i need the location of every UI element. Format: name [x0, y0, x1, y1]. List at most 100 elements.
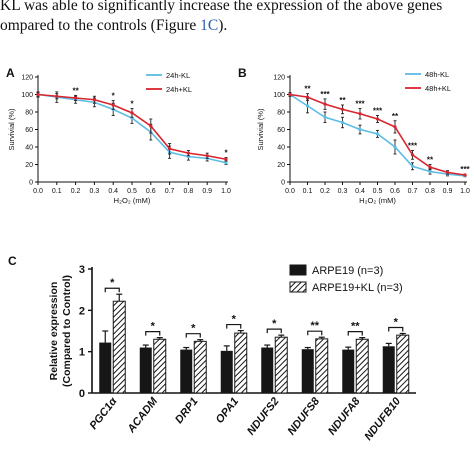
- significance-marker: **: [310, 320, 319, 332]
- significance-marker: **: [392, 112, 399, 121]
- bar-control: [261, 347, 274, 393]
- panel-a-letter: A: [6, 66, 15, 80]
- significance-bracket: [307, 330, 323, 336]
- data-point: [55, 94, 59, 98]
- data-point: [445, 170, 450, 174]
- panel-a-line-chart: A 0 20 40 60 80 100 120 0.0 0.1 0.2 0.3 0.4 0.5 0.6 0.7…: [6, 66, 231, 205]
- significance-marker: *: [191, 323, 196, 335]
- significance-marker: ***: [373, 107, 383, 116]
- y-tick-label: 20: [25, 162, 33, 169]
- x-tick-label: 0.7: [408, 188, 418, 195]
- x-tick-label: 0.5: [127, 188, 137, 195]
- body-text-line-1: KL was able to significantly increase th…: [0, 0, 443, 14]
- data-point: [111, 103, 115, 107]
- y-tick-label: 40: [277, 145, 285, 152]
- panel-b-y-axis-title: Survivial (%): [256, 108, 265, 151]
- body-text-excerpt: KL was able to significantly increase th…: [0, 0, 474, 36]
- data-point: [358, 127, 362, 132]
- bar-kl: [234, 332, 248, 394]
- category-label: NDUFS8: [286, 395, 323, 438]
- bar-kl: [193, 340, 207, 394]
- bar-control: [139, 347, 152, 393]
- significance-marker: **: [427, 156, 434, 165]
- y-tick-label: 80: [277, 110, 285, 117]
- panel-c-y-axis-title-line: (Compared to Control): [61, 275, 73, 387]
- panel-b-letter: B: [238, 66, 247, 80]
- panel-c-y-axis-title-line: Relative expression: [48, 282, 60, 381]
- legend-label: ARPE19 (n=3): [312, 265, 383, 277]
- panel-b-line-chart: B 0 20 40 60 80 100 120 0.0 0.1 0.2 0.3 0.4 0.5 0.6 0.7…: [238, 66, 471, 205]
- data-point: [224, 157, 228, 161]
- bar-control: [382, 346, 395, 393]
- significance-bracket: [226, 323, 242, 329]
- bar-control: [99, 342, 112, 393]
- x-tick-label: 0.8: [184, 188, 194, 195]
- y-tick-label: 0: [281, 180, 285, 187]
- significance-bracket: [347, 331, 363, 336]
- panel-c-bar-chart: C 0 1 2 3 Relative expression (Compared to Con…: [8, 254, 416, 443]
- x-tick-label: 0.9: [202, 188, 212, 195]
- legend-label: 48h-KL: [425, 70, 449, 79]
- x-tick-label: 0.6: [146, 188, 156, 195]
- y-tick-label: 120: [21, 75, 33, 82]
- body-text-line-2: ompared to the controls (Figure 1C).: [0, 16, 474, 36]
- significance-marker: *: [110, 277, 115, 289]
- x-tick-label: 1.0: [460, 188, 470, 195]
- data-point: [410, 153, 415, 157]
- data-point: [149, 124, 153, 128]
- y-tick-label: 20: [277, 162, 285, 169]
- data-point: [305, 104, 310, 108]
- legend-label: ARPE19+KL (n=3): [312, 282, 403, 294]
- significance-marker: **: [72, 86, 79, 95]
- significance-bracket: [104, 287, 120, 293]
- bar-kl: [274, 336, 288, 394]
- y-tick-label: 2: [79, 305, 85, 317]
- significance-marker: *: [130, 100, 134, 109]
- y-tick-label: 60: [25, 127, 33, 134]
- x-tick-label: 0.0: [285, 188, 295, 195]
- data-point: [323, 102, 327, 106]
- data-point: [130, 111, 134, 115]
- significance-marker: **: [339, 96, 346, 105]
- y-tick-label: 60: [277, 127, 285, 134]
- bar-kl: [153, 338, 167, 394]
- x-tick-label: 1.0: [221, 188, 231, 195]
- panel-b-x-axis-title: H₂O₂ (mM): [359, 196, 396, 205]
- bar-kl: [355, 338, 369, 394]
- body-text-line-2-start: ompared to the controls (Figure: [0, 17, 201, 34]
- data-point: [393, 145, 397, 149]
- significance-marker: ***: [408, 142, 418, 151]
- significance-marker: *: [112, 92, 116, 101]
- significance-bracket: [388, 326, 404, 332]
- x-tick-label: 0.1: [52, 188, 62, 195]
- data-point: [74, 96, 78, 100]
- data-point: [224, 161, 228, 165]
- significance-marker: ***: [320, 90, 330, 99]
- data-point: [205, 154, 209, 158]
- data-point: [36, 92, 40, 97]
- bar-control: [301, 349, 314, 393]
- x-tick-label: 0.4: [355, 188, 365, 195]
- bar-kl: [315, 338, 329, 394]
- data-point: [393, 125, 397, 129]
- data-point: [410, 164, 415, 168]
- category-label: NDUFB10: [362, 395, 403, 443]
- x-tick-label: 0.8: [425, 188, 435, 195]
- data-point: [463, 173, 467, 177]
- data-point: [305, 95, 310, 99]
- body-text-line-2-end: ).: [218, 17, 228, 34]
- significance-marker: *: [232, 314, 237, 326]
- figure-reference-link[interactable]: 1C: [200, 17, 219, 34]
- x-tick-label: 0.3: [90, 188, 100, 195]
- y-tick-label: 1: [79, 347, 85, 359]
- data-point: [168, 147, 172, 151]
- y-tick-label: 0: [79, 388, 85, 400]
- data-point: [428, 165, 432, 169]
- category-label: DRP1: [173, 395, 201, 426]
- legend-label: 48h+KL: [425, 84, 451, 93]
- legend-swatch: [289, 281, 307, 293]
- significance-marker: **: [304, 85, 311, 94]
- x-tick-label: 0.7: [165, 188, 175, 195]
- x-tick-label: 0.2: [320, 188, 330, 195]
- data-point: [340, 120, 345, 125]
